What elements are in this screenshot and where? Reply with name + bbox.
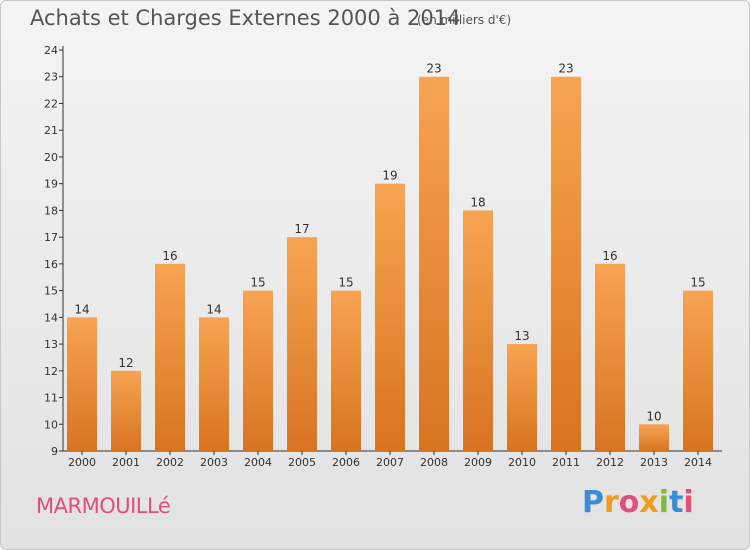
x-tick-label: 2001 bbox=[112, 456, 140, 469]
chart-unit: (en milliers d'€) bbox=[417, 13, 512, 27]
x-tick-label: 2006 bbox=[332, 456, 360, 469]
bar-2000 bbox=[67, 317, 97, 451]
chart-title: Achats et Charges Externes 2000 à 2014 bbox=[30, 6, 461, 30]
logo-letter: i bbox=[658, 485, 670, 520]
bar-2002 bbox=[155, 263, 185, 451]
y-tick-label: 22 bbox=[44, 97, 58, 110]
data-label-2001: 12 bbox=[118, 356, 133, 370]
data-label-2011: 23 bbox=[558, 62, 573, 76]
bar-2007 bbox=[375, 183, 405, 451]
y-tick-label: 9 bbox=[51, 445, 58, 458]
data-label-2009: 18 bbox=[470, 195, 485, 209]
bar-2008 bbox=[419, 76, 449, 451]
data-label-2004: 15 bbox=[250, 276, 265, 290]
y-tick-label: 10 bbox=[44, 418, 58, 431]
x-tick-label: 2011 bbox=[552, 456, 580, 469]
y-tick-label: 21 bbox=[44, 124, 58, 137]
bar-2005 bbox=[287, 237, 317, 451]
logo-letter: x bbox=[639, 485, 659, 520]
y-tick-label: 24 bbox=[44, 44, 58, 57]
x-axis: 2000 2001 2002 2003 2004 2005 2006 2007 2008 2009… bbox=[63, 450, 722, 469]
x-tick-label: 2012 bbox=[596, 456, 624, 469]
logo-letter: r bbox=[604, 485, 619, 520]
bar-2011 bbox=[551, 76, 581, 451]
y-tick-label: 16 bbox=[44, 258, 58, 271]
town-name: MARMOUILLé bbox=[36, 494, 171, 518]
data-label-2000: 14 bbox=[74, 302, 89, 316]
y-tick-label: 14 bbox=[44, 311, 58, 324]
bar-2009 bbox=[463, 210, 493, 451]
logo-letter: t bbox=[669, 485, 684, 520]
y-tick-label: 13 bbox=[44, 338, 58, 351]
logo-letter: o bbox=[618, 485, 640, 520]
data-label-2002: 16 bbox=[162, 249, 177, 263]
bar-2010 bbox=[507, 344, 537, 451]
x-tick-label: 2003 bbox=[200, 456, 228, 469]
bar-2014 bbox=[683, 290, 713, 451]
x-tick-label: 2009 bbox=[464, 456, 492, 469]
bar-2006 bbox=[331, 290, 361, 451]
y-tick-label: 23 bbox=[44, 71, 58, 84]
bar-2001 bbox=[111, 370, 141, 451]
logo-letter: i bbox=[683, 485, 694, 520]
bar-2013 bbox=[639, 424, 669, 451]
logo-letter: P bbox=[582, 485, 604, 520]
y-tick-label: 11 bbox=[44, 392, 58, 405]
data-label-2012: 16 bbox=[602, 249, 617, 263]
y-tick-label: 19 bbox=[44, 178, 58, 191]
data-label-2007: 19 bbox=[382, 169, 397, 183]
bar-2004 bbox=[243, 290, 273, 451]
y-tick-label: 12 bbox=[44, 365, 58, 378]
y-tick-label: 20 bbox=[44, 151, 58, 164]
data-label-2013: 10 bbox=[646, 409, 661, 423]
x-tick-label: 2005 bbox=[288, 456, 316, 469]
x-tick-label: 2007 bbox=[376, 456, 404, 469]
y-tick-label: 17 bbox=[44, 231, 58, 244]
x-tick-label: 2000 bbox=[68, 456, 96, 469]
x-tick-label: 2010 bbox=[508, 456, 536, 469]
x-tick-label: 2002 bbox=[156, 456, 184, 469]
bar-2003 bbox=[199, 317, 229, 451]
data-label-2006: 15 bbox=[338, 276, 353, 290]
data-label-2003: 14 bbox=[206, 302, 221, 316]
bars: 14 12 16 14 15 17 15 19 23 18 13 23 16 10 15 bbox=[67, 62, 713, 451]
x-tick-label: 2004 bbox=[244, 456, 272, 469]
data-label-2014: 15 bbox=[690, 276, 705, 290]
x-tick-label: 2013 bbox=[640, 456, 668, 469]
y-tick-label: 18 bbox=[44, 204, 58, 217]
data-label-2008: 23 bbox=[426, 62, 441, 76]
y-tick-label: 15 bbox=[44, 285, 58, 298]
x-tick-label: 2008 bbox=[420, 456, 448, 469]
data-label-2005: 17 bbox=[294, 222, 309, 236]
data-label-2010: 13 bbox=[514, 329, 529, 343]
bar-2012 bbox=[595, 263, 625, 451]
x-tick-label: 2014 bbox=[684, 456, 712, 469]
y-axis: 9 10 11 12 13 14 15 16 17 18 19 20 21 22 23 24 bbox=[44, 44, 64, 458]
proxiti-logo[interactable]: Proxiti bbox=[582, 485, 694, 520]
